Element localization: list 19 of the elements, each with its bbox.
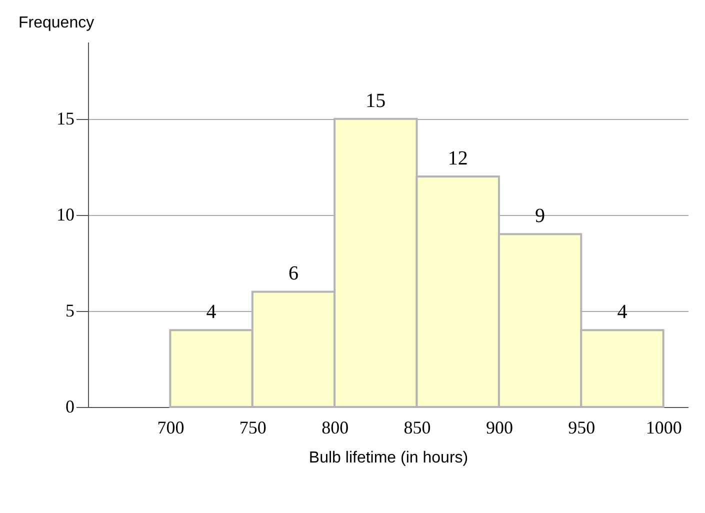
data-label: 4 [206, 301, 216, 324]
data-label: 15 [366, 90, 386, 112]
y-tick-label: 5 [66, 300, 74, 320]
x-tick-label: 750 [239, 418, 266, 438]
y-tick-label: 0 [66, 396, 74, 416]
data-label: 4 [617, 301, 628, 324]
x-tick-label: 950 [568, 418, 596, 438]
x-tick-label: 800 [322, 418, 349, 438]
data-label: 9 [535, 205, 546, 228]
y-tick-label: 10 [56, 204, 74, 224]
x-tick-label: 700 [157, 418, 184, 438]
data-label: 6 [288, 262, 298, 285]
y-axis-title: Frequency [18, 14, 94, 32]
x-tick-label: 900 [486, 418, 513, 438]
x-tick-label: 850 [404, 418, 431, 438]
data-label: 12 [448, 147, 468, 170]
x-axis-title: Bulb lifetime (in hours) [308, 450, 468, 466]
y-tick-label: 15 [56, 108, 74, 128]
x-tick-label: 1000 [646, 418, 682, 438]
